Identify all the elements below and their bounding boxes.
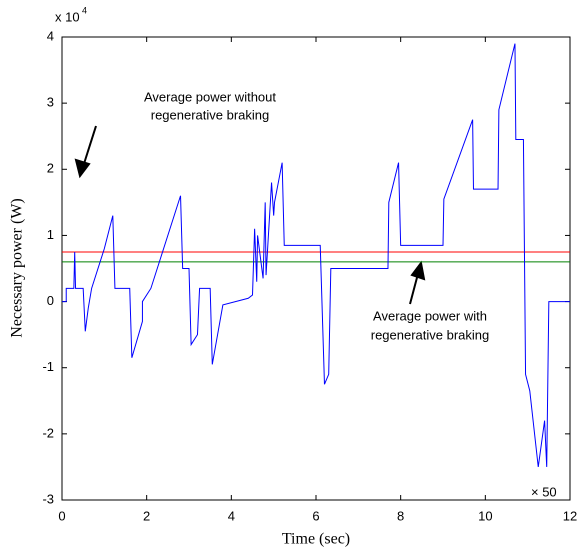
y-tick-label: -2	[42, 425, 54, 440]
y-multiplier-exponent: 4	[82, 5, 87, 15]
x-tick-label: 0	[58, 508, 65, 523]
x-tick-label: 2	[143, 508, 150, 523]
x-axis-label: Time (sec)	[282, 531, 350, 548]
arrows	[74, 125, 426, 305]
annotation: Average power without	[144, 89, 276, 104]
arrow-head	[410, 260, 426, 281]
power-line	[62, 43, 570, 467]
annotation: regenerative braking	[371, 327, 490, 342]
y-multiplier: x 10	[55, 9, 80, 24]
y-axis-label: Necessary power (W)	[9, 198, 26, 337]
y-tick-label: 4	[47, 28, 54, 43]
plot-frame	[61, 36, 571, 501]
x-tick-label: 8	[397, 508, 404, 523]
annotation: regenerative braking	[151, 107, 270, 122]
y-tick-label: -3	[42, 491, 54, 506]
x-tick-label: 6	[312, 508, 319, 523]
x-tick-label: 10	[478, 508, 492, 523]
y-tick-label: 0	[47, 293, 54, 308]
arrow-head	[74, 158, 91, 179]
x-tick-label: 4	[228, 508, 235, 523]
x-multiplier: × 50	[531, 484, 557, 499]
x-tick-label: 12	[563, 508, 577, 523]
y-tick-label: 1	[47, 227, 54, 242]
y-tick-label: 3	[47, 95, 54, 110]
y-tick-label: 2	[47, 161, 54, 176]
annotation: Average power with	[373, 308, 487, 323]
y-tick-label: -1	[42, 359, 54, 374]
